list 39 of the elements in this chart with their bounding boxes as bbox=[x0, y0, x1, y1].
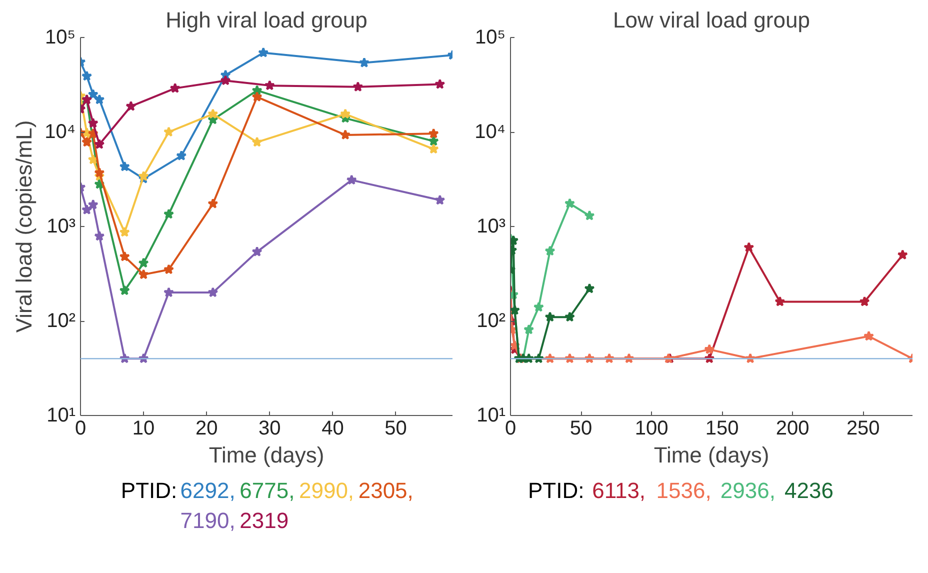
y-tick-label: 10¹ bbox=[46, 404, 76, 426]
x-axis-title: Time (days) bbox=[208, 442, 324, 468]
x-tick-label: 10 bbox=[132, 418, 155, 440]
x-tick-label: 250 bbox=[846, 418, 880, 440]
y-tick-label: 10⁵ bbox=[474, 26, 506, 48]
x-tick-label: 50 bbox=[384, 418, 407, 440]
y-axis-title: Viral load (copies/mL) bbox=[12, 120, 37, 333]
x-tick-label: 200 bbox=[776, 418, 810, 440]
text: 6113, bbox=[592, 478, 646, 503]
y-tick-label: 10² bbox=[476, 310, 506, 332]
text: 2936, bbox=[720, 478, 776, 503]
y-tick-label: 10¹ bbox=[476, 404, 506, 426]
y-tick-label: 10³ bbox=[476, 216, 506, 238]
x-tick-label: 0 bbox=[504, 418, 516, 440]
text: 2319 bbox=[240, 508, 289, 533]
legend-title: PTID: bbox=[528, 478, 584, 503]
text: 2990, bbox=[298, 478, 354, 503]
x-tick-label: 0 bbox=[74, 418, 86, 440]
y-tick-label: 10⁴ bbox=[474, 121, 506, 143]
legend-title: PTID: bbox=[120, 478, 178, 503]
x-tick-label: 30 bbox=[258, 418, 281, 440]
text: 7190, bbox=[180, 508, 236, 533]
text: 1536, bbox=[656, 478, 712, 503]
y-tick-label: 10⁵ bbox=[44, 26, 76, 48]
text: 4236 bbox=[784, 478, 834, 503]
chart-title: Low viral load group bbox=[613, 8, 810, 32]
text: 6775, bbox=[240, 478, 295, 503]
x-tick-label: 40 bbox=[322, 418, 344, 440]
y-tick-label: 10⁴ bbox=[44, 121, 76, 143]
x-tick-label: 100 bbox=[634, 418, 668, 440]
y-tick-label: 10³ bbox=[46, 216, 76, 238]
x-tick-label: 20 bbox=[195, 418, 218, 440]
text: 6292, bbox=[180, 478, 236, 503]
chart-title: High viral load group bbox=[166, 8, 368, 32]
y-tick-label: 10² bbox=[46, 310, 76, 332]
x-axis-title: Time (days) bbox=[654, 442, 770, 468]
x-tick-label: 50 bbox=[570, 418, 592, 440]
x-tick-label: 150 bbox=[705, 418, 739, 440]
text: 2305, bbox=[358, 478, 414, 503]
